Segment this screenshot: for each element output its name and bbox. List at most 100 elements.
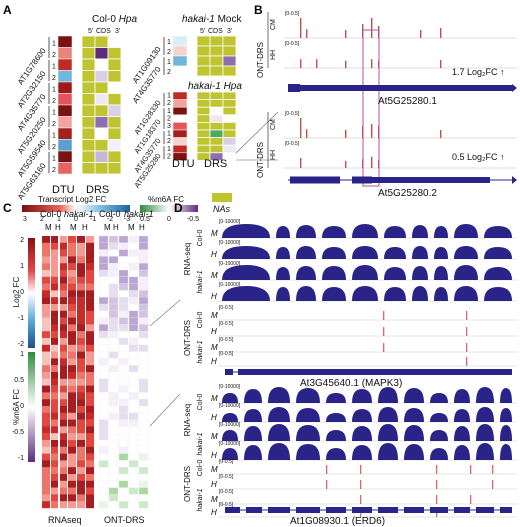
panel-d-coverage-block [476, 424, 494, 441]
panel-a-hpa-dtu-cell [172, 91, 188, 100]
panel-d-m6a-peak [492, 465, 494, 474]
panel-c-rnaseq-cell [42, 419, 50, 427]
panel-c-ontdrs-cell [138, 371, 149, 380]
panel-c-to-d-connector [149, 393, 181, 427]
panel-c-rnaseq-cell [86, 317, 94, 325]
panel-d-m6a-peak [383, 327, 385, 336]
panel-c-ontdrs-cell [118, 494, 129, 502]
panel-c-m6a-tick: 1 [20, 351, 24, 358]
nas-swatch [212, 193, 232, 202]
panel-c-ontdrs-cell [118, 337, 129, 346]
panel-c-rnaseq-cell [51, 460, 59, 468]
panel-b-m6a-peak [371, 124, 373, 138]
panel-d-coverage-block [244, 409, 262, 422]
panel-a-left-drs-cell [107, 139, 122, 152]
panel-d-coverage-block [454, 445, 470, 460]
panel-a-left-dtu-cell [57, 139, 73, 152]
panel-a-hpa-drs-cell [209, 129, 224, 138]
panel-c-rnaseq-cell [51, 358, 59, 366]
panel-c-ontdrs-cell [128, 433, 139, 441]
panel-a-left-drs-cell [107, 58, 122, 71]
panel-c-rnaseq-cell [77, 249, 85, 257]
panel-c-ontdrs-cell [118, 358, 129, 366]
panel-a-mock-drs-cell [222, 35, 237, 47]
panel-d-coverage-block [484, 267, 512, 280]
panel-c-condition-label: H [55, 223, 61, 232]
panel-c-ontdrs-cell [108, 439, 119, 448]
panel-a-hpa-dtu: DTU [172, 158, 195, 170]
panel-c-rnaseq-cell [42, 467, 50, 475]
panel-c-rnaseq-cell [68, 338, 76, 345]
panel-d-m6a-peak [383, 343, 385, 352]
panel-a-left-isoform-label: 1 [52, 110, 56, 117]
panel-c-rnaseq-cell [42, 501, 50, 509]
panel-a-mock-utr5: 5’ [200, 28, 206, 35]
panel-c-rnaseq-cell [60, 480, 67, 488]
panel-d-exon [238, 369, 512, 375]
m6a-colorbar-ticks: 0.5 0 -0.5 [140, 216, 199, 223]
panel-d-m6a-peak [383, 311, 385, 320]
panel-c-label: C [3, 201, 12, 215]
panel-c-rnaseq-cell [51, 453, 59, 461]
panel-d-m6a-peak [360, 495, 362, 504]
panel-c-ontdrs-cell [118, 467, 129, 475]
panel-c-ontdrs-cell [128, 242, 139, 250]
panel-c-ontdrs-cell [128, 263, 139, 271]
panel-b-m6a-peak [440, 60, 442, 68]
panel-d-coverage-block [384, 267, 406, 280]
panel-c-rnaseq-cell [86, 236, 94, 243]
panel-a-left-drs-cell [107, 47, 122, 60]
panel-c-to-d-connector [149, 299, 181, 327]
panel-c-ontdrs-cell [128, 412, 139, 420]
panel-d-m6a-peak [466, 357, 468, 366]
panel-c-ontdrs-cell [128, 310, 139, 318]
panel-d-coverage-block [222, 413, 238, 422]
m6a-tick: 0.5 [140, 216, 150, 223]
panel-c-rnaseq-cell [68, 406, 76, 413]
panel-c-rnaseq-cell [77, 283, 85, 291]
panel-c-rnaseq-cell [77, 338, 85, 345]
panel-c-rnaseq-cell [77, 358, 85, 366]
panel-c-rnaseq-cell [86, 276, 94, 284]
panel-c-ontdrs-cell [98, 426, 109, 434]
panel-b-m6a-peak [371, 18, 373, 38]
panel-c-rnaseq-cell [60, 399, 67, 407]
panel-c-rnaseq-cell [42, 242, 50, 250]
panel-c-ontdrs-cell [118, 412, 129, 420]
panel-c-ontdrs-cell [98, 494, 109, 502]
panel-c-rnaseq-cell [86, 256, 94, 264]
panel-d-coverage-block [222, 393, 238, 403]
panel-c-rnaseq-cell [42, 317, 50, 325]
panel-c-rnaseq-cell [86, 263, 94, 271]
panel-c-rnaseq-cell [77, 392, 85, 400]
panel-c-ontdrs-cell [118, 433, 129, 441]
panel-a-hpa-title: hakai-1 Hpa [188, 81, 242, 92]
panel-c-rnaseq-cell [42, 263, 50, 271]
panel-c-rnaseq-cell [60, 290, 67, 298]
panel-c-ontdrs-cell [118, 303, 129, 312]
panel-c-ontdrs-cell [138, 399, 149, 407]
panel-c-ontdrs-cell [108, 385, 119, 393]
panel-c-rnaseq-cell [60, 412, 67, 420]
panel-c-rnaseq-cell [60, 263, 67, 271]
panel-d-exon [225, 507, 240, 513]
panel-a-left-drs-cell [81, 47, 96, 60]
panel-a-hpa-dtu-cell [172, 144, 188, 154]
panel-a-hpa-drs-cell [196, 137, 211, 146]
panel-c-rnaseq-cell [68, 276, 76, 284]
panel-a-hpa-drs-cell [209, 144, 224, 154]
panel-d-genotype-label: hakai-1 [197, 270, 204, 293]
panel-c-rnaseq-label: RNAseq [48, 515, 82, 525]
panel-a-left-dtu-cell [57, 47, 73, 60]
panel-c-rnaseq-cell [51, 297, 59, 305]
panel-c-rnaseq-cell [60, 392, 67, 400]
panel-c-rnaseq-cell [60, 406, 67, 413]
panel-b-track-label: HH [270, 150, 277, 160]
panel-d-coverage-block [352, 409, 372, 422]
panel-d-coverage-block [434, 287, 448, 301]
panel-c-rnaseq-cell [51, 412, 59, 420]
panel-a-left-drs-cell [81, 150, 96, 163]
panel-a-left-drs-cell [94, 93, 109, 106]
panel-b-exon [372, 177, 490, 183]
